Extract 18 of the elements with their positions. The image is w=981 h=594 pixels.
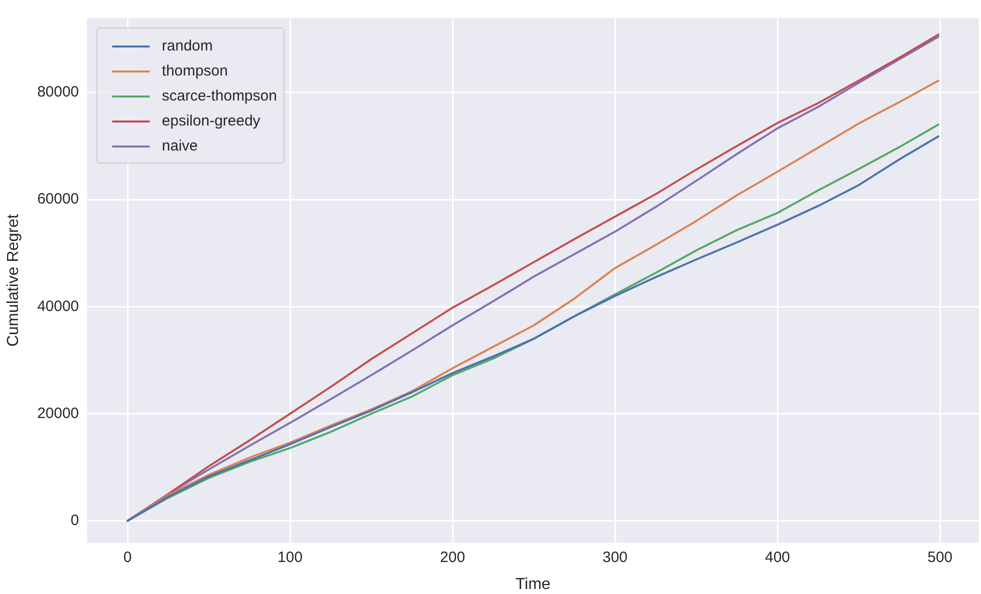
y-tick-label: 20000 (37, 404, 79, 422)
legend-label: naive (162, 138, 198, 155)
x-tick-label: 500 (927, 548, 953, 566)
legend-label: epsilon-greedy (162, 112, 261, 130)
y-tick-label: 80000 (37, 84, 79, 101)
legend-label: scarce-thompson (162, 88, 277, 105)
y-tick-label: 40000 (37, 298, 79, 315)
x-tick-label: 300 (602, 548, 628, 566)
y-axis-title: Cumulative Regret (5, 214, 22, 347)
legend-label: thompson (162, 62, 228, 80)
y-tick-label: 0 (70, 512, 79, 529)
x-tick-label: 100 (278, 548, 303, 566)
x-tick-label: 400 (764, 548, 790, 566)
x-axis-title: Time (515, 576, 551, 593)
y-tick-label: 60000 (37, 190, 79, 208)
x-tick-label: 0 (123, 548, 132, 566)
legend-label: random (162, 38, 213, 55)
x-tick-label: 200 (440, 548, 466, 566)
